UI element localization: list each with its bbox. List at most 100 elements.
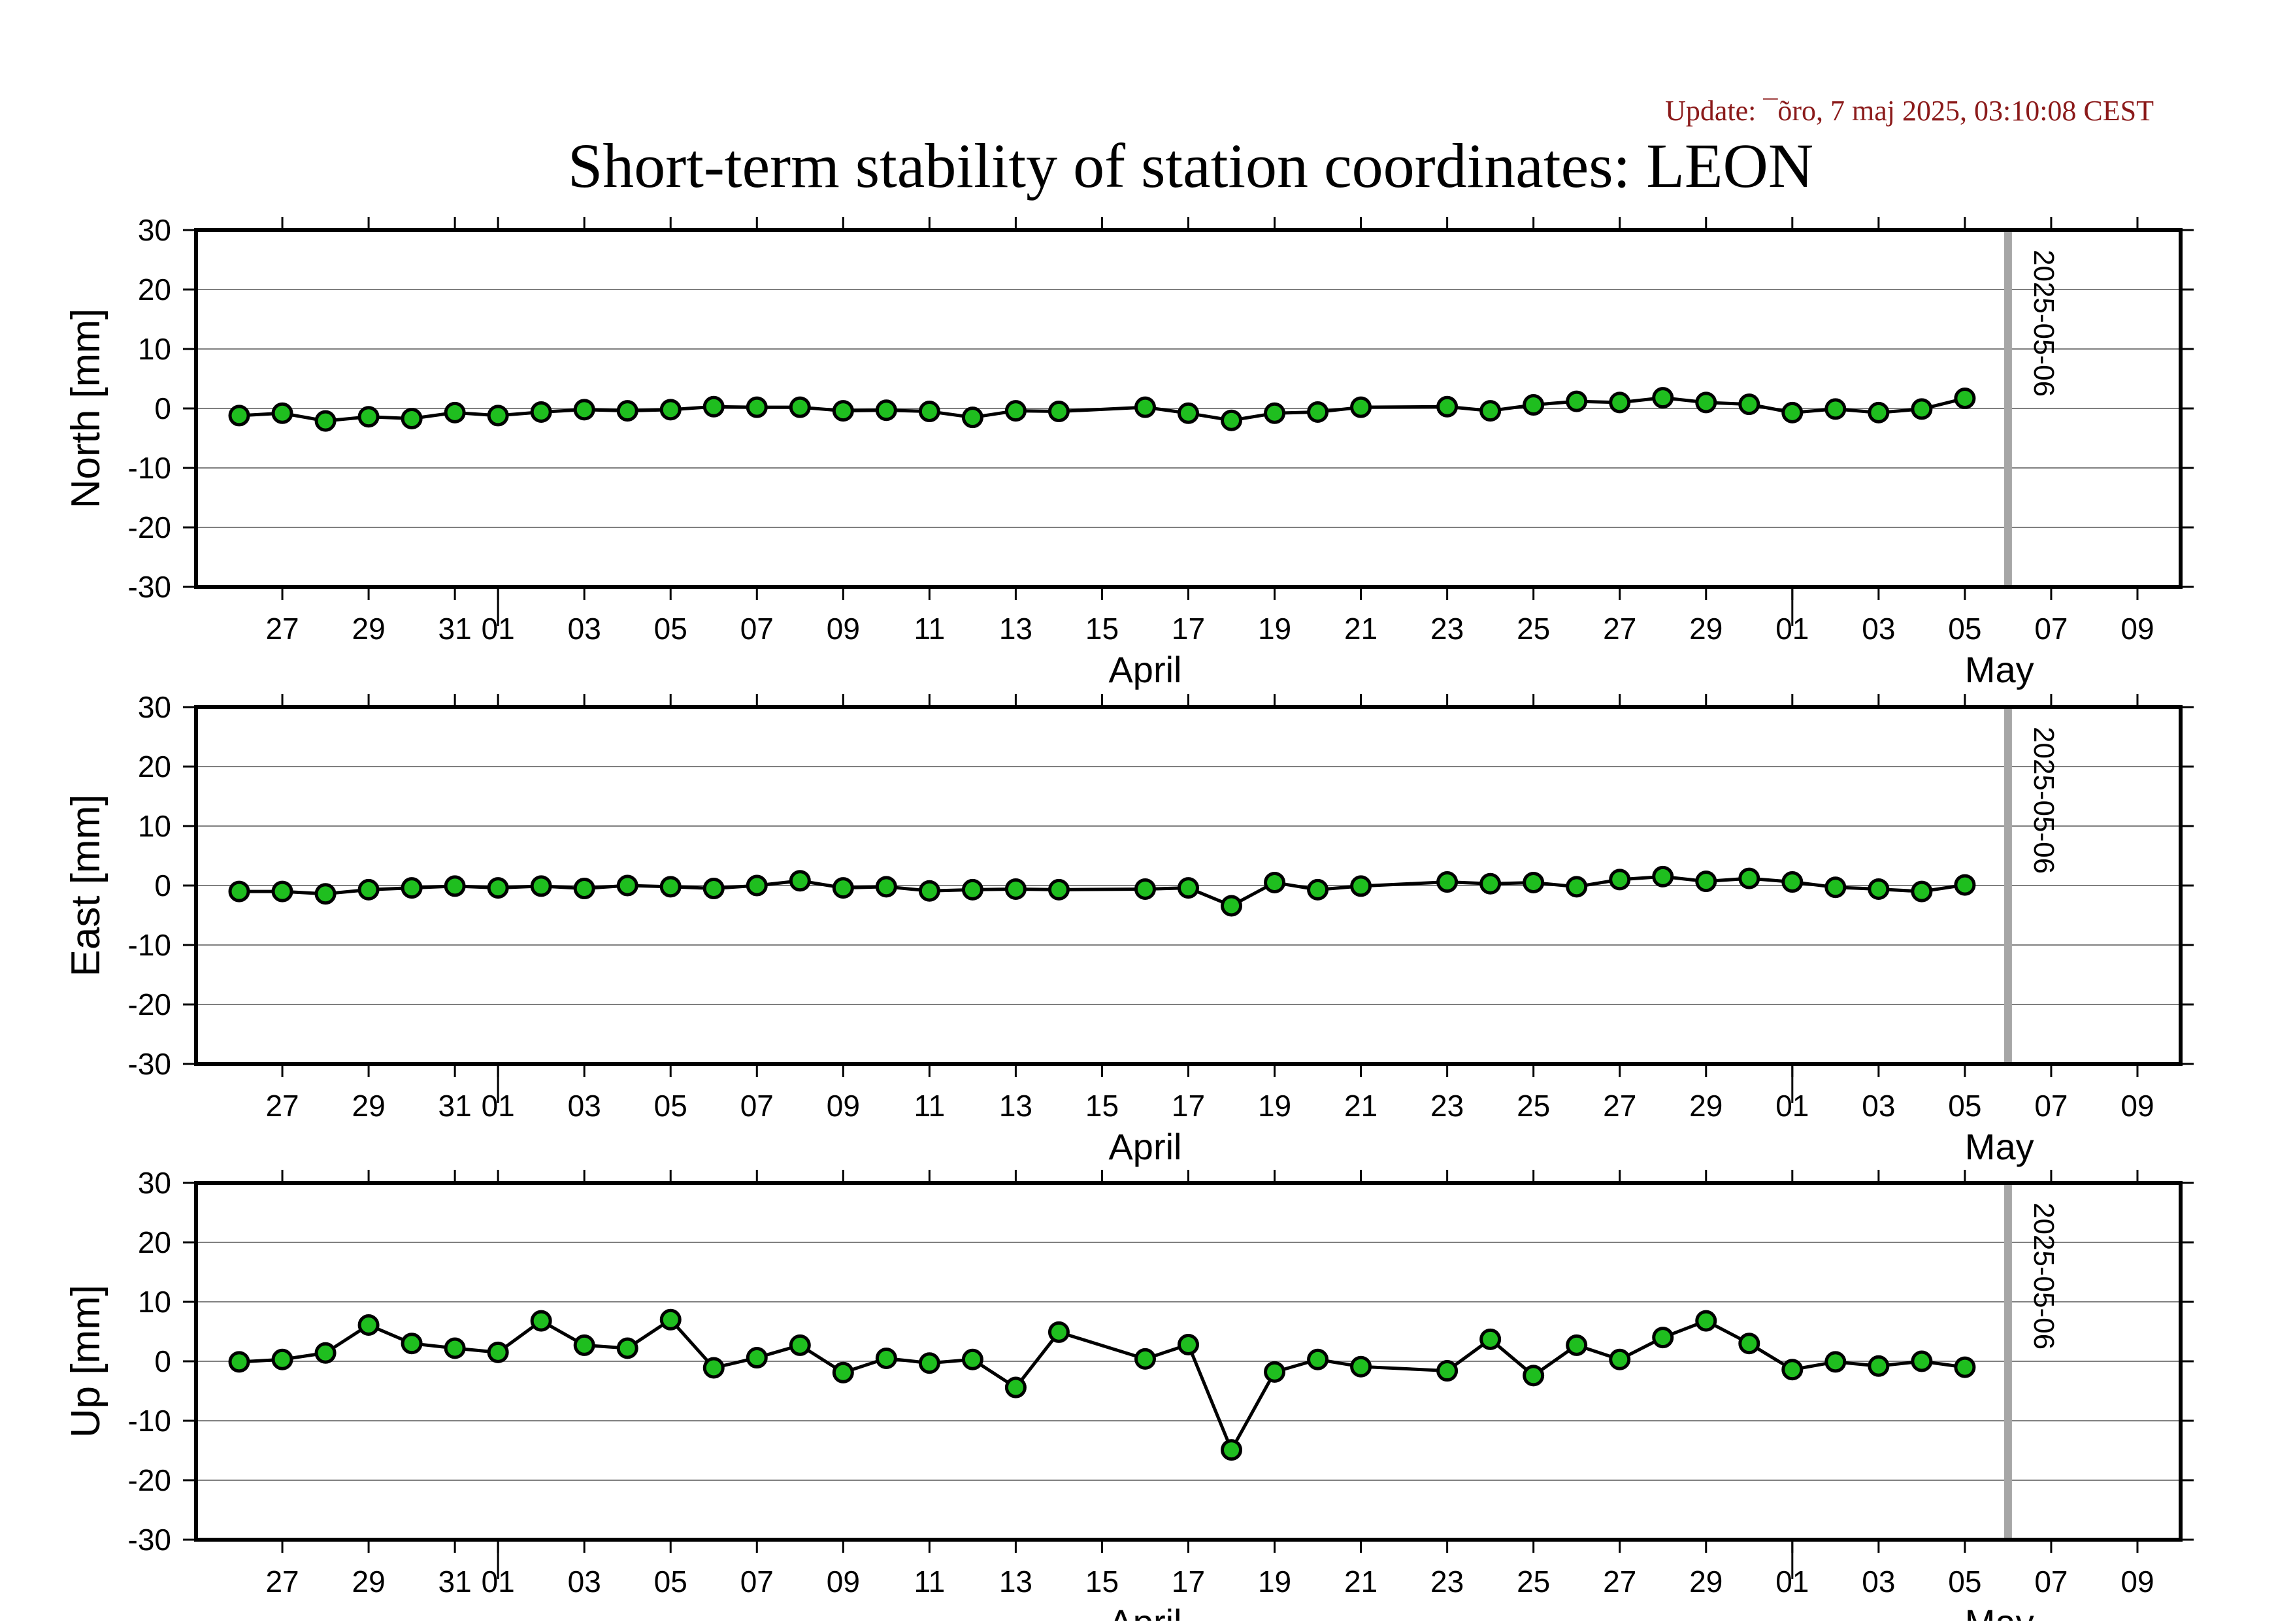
data-point <box>487 877 509 899</box>
x-tick-label: 29 <box>352 612 386 646</box>
data-point <box>1566 390 1588 412</box>
data-point <box>1738 1333 1760 1355</box>
x-tick-label: 05 <box>654 1089 687 1123</box>
x-tick-label: 11 <box>914 1089 945 1123</box>
data-point <box>1824 398 1847 420</box>
data-point <box>530 875 552 897</box>
x-tick-label: 07 <box>740 1565 774 1599</box>
data-point <box>961 878 983 901</box>
y-tick-label: 0 <box>154 1344 171 1378</box>
data-point <box>1264 1361 1286 1383</box>
month-label: May <box>1965 649 2034 690</box>
date-marker-label: 2025-05-06 <box>2028 250 2060 397</box>
x-tick-label: 27 <box>1603 1089 1636 1123</box>
x-tick-label: 07 <box>740 612 774 646</box>
y-tick-label: -30 <box>128 570 171 604</box>
data-point <box>616 874 638 897</box>
chart-title: Short-term stability of station coordina… <box>568 131 1813 201</box>
data-point <box>1350 396 1372 418</box>
month-label: April <box>1108 1126 1181 1167</box>
x-tick-label: 31 <box>438 1565 472 1599</box>
x-tick-label: 19 <box>1258 1089 1291 1123</box>
data-point <box>832 1361 854 1384</box>
data-point <box>702 878 725 900</box>
date-marker-label: 2025-05-06 <box>2028 1202 2060 1350</box>
data-point <box>314 1342 337 1364</box>
data-point <box>1652 1327 1674 1349</box>
data-point <box>1695 870 1717 893</box>
data-point <box>702 1357 725 1379</box>
data-point <box>573 399 595 421</box>
x-tick-label: 09 <box>827 1565 860 1599</box>
y-axis-label: East [mm] <box>63 794 108 976</box>
y-tick-label: 10 <box>138 809 171 843</box>
data-point <box>1350 1355 1372 1378</box>
data-point <box>1307 878 1329 901</box>
y-tick-label: 30 <box>138 690 171 724</box>
x-tick-label: 09 <box>2120 1565 2154 1599</box>
x-tick-label: 03 <box>568 1089 601 1123</box>
data-point <box>875 876 897 898</box>
data-point <box>1221 895 1243 917</box>
data-point <box>1048 1321 1070 1343</box>
x-tick-label: 05 <box>654 612 687 646</box>
data-point <box>1695 1310 1717 1332</box>
data-point <box>357 406 380 428</box>
x-tick-label: 17 <box>1172 612 1205 646</box>
data-point <box>530 1310 552 1332</box>
data-point <box>1264 871 1286 893</box>
data-point <box>1868 1355 1890 1377</box>
x-tick-label: 07 <box>740 1089 774 1123</box>
data-point <box>1523 1365 1545 1387</box>
x-tick-label: 05 <box>1948 1565 1981 1599</box>
x-tick-label: 03 <box>1862 1089 1895 1123</box>
x-tick-label: 27 <box>265 1565 299 1599</box>
x-tick-label: 25 <box>1517 1565 1550 1599</box>
data-point <box>1609 391 1631 414</box>
series-line <box>239 1317 1966 1452</box>
y-tick-label: -10 <box>128 1404 171 1438</box>
x-tick-label: 11 <box>914 612 945 646</box>
x-tick-label: 21 <box>1344 1565 1377 1599</box>
x-tick-label: 31 <box>438 1089 472 1123</box>
x-tick-label: 25 <box>1517 1089 1550 1123</box>
data-point <box>444 1337 466 1359</box>
x-tick-label: 09 <box>2120 1089 2154 1123</box>
x-tick-label: 17 <box>1172 1089 1205 1123</box>
data-point <box>1781 1359 1804 1381</box>
data-point <box>1134 878 1156 900</box>
data-point <box>746 1347 768 1369</box>
x-tick-label: 09 <box>827 1089 860 1123</box>
data-point <box>659 399 682 421</box>
data-point <box>961 1348 983 1370</box>
x-tick-label: 23 <box>1430 1565 1464 1599</box>
data-point <box>1004 1376 1027 1399</box>
y-tick-label: 30 <box>138 213 171 247</box>
x-tick-label: 29 <box>1689 1089 1723 1123</box>
data-point <box>530 401 552 423</box>
data-point <box>487 1341 509 1363</box>
data-point <box>228 1351 250 1373</box>
x-tick-label: 13 <box>999 1565 1032 1599</box>
date-marker-label: 2025-05-06 <box>2028 727 2060 874</box>
update-timestamp: Update: ¯õro, 7 maj 2025, 03:10:08 CEST <box>1665 95 2154 127</box>
y-axis-label: Up [mm] <box>63 1285 108 1438</box>
data-point <box>401 877 423 899</box>
y-tick-label: 0 <box>154 391 171 425</box>
month-label: May <box>1965 1126 2034 1167</box>
data-point <box>1781 401 1804 423</box>
month-label: April <box>1108 649 1181 690</box>
data-point <box>1134 396 1156 418</box>
data-point <box>616 1337 638 1359</box>
data-point <box>832 877 854 899</box>
x-tick-label: 19 <box>1258 1565 1291 1599</box>
data-point <box>573 1334 595 1356</box>
date-marker-line <box>2004 230 2012 587</box>
data-point <box>444 401 466 423</box>
data-point <box>1004 878 1027 900</box>
data-point <box>1436 395 1459 418</box>
data-point <box>1911 398 1933 420</box>
data-point <box>1609 1348 1631 1370</box>
